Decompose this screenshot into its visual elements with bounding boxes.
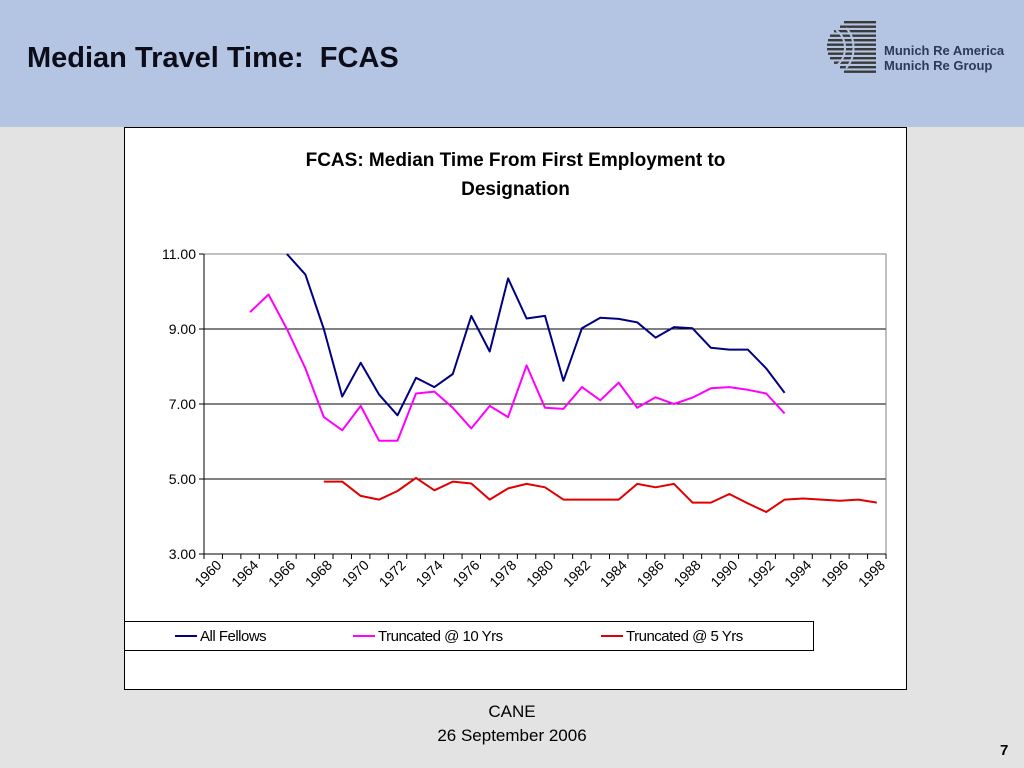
page-number: 7: [1000, 742, 1009, 759]
x-tick-label: 1996: [818, 557, 851, 590]
legend-item-all-fellows: All Fellows: [175, 622, 267, 650]
x-tick-label: 1978: [486, 557, 519, 590]
footer-line-2: 26 September 2006: [437, 726, 587, 745]
x-tick-label: 1964: [228, 557, 261, 590]
x-tick-label: 1982: [560, 557, 593, 590]
series-line-truncated-5-yrs: [323, 476, 877, 513]
chart-title: FCAS: Median Time From First Employment …: [125, 146, 906, 204]
x-tick-label: 1984: [597, 557, 630, 590]
y-tick-label: 7.00: [169, 396, 196, 412]
legend-label-truncated-5: Truncated @ 5 Yrs: [626, 627, 743, 645]
slide-header: Median Travel Time: FCAS Munich Re Ameri…: [0, 0, 1024, 127]
munich-re-logo: Munich Re America Munich Re Group: [826, 20, 1016, 76]
logo-wordmark: Munich Re America Munich Re Group: [884, 43, 1004, 73]
x-tick-label: 1986: [634, 557, 667, 590]
footer-line-1: CANE: [488, 702, 536, 721]
x-tick-label: 1972: [376, 557, 409, 590]
legend-label-truncated-10: Truncated @ 10 Yrs: [378, 627, 503, 645]
x-tick-label: 1970: [339, 557, 372, 590]
legend-swatch-all-fellows: [175, 635, 197, 637]
chart-title-line-2: Designation: [461, 179, 570, 200]
x-tick-label: 1994: [781, 557, 814, 590]
series-line-all-fellows: [286, 253, 786, 417]
legend-item-truncated-10: Truncated @ 10 Yrs: [353, 622, 503, 650]
y-tick-label: 5.00: [169, 471, 196, 487]
chart-title-line-1: FCAS: Median Time From First Employment …: [305, 150, 726, 171]
x-tick-label: 1974: [412, 557, 445, 590]
chart-frame: FCAS: Median Time From First Employment …: [124, 127, 907, 690]
x-tick-label: 1960: [191, 557, 224, 590]
munich-re-globe-icon: [827, 21, 876, 73]
x-tick-label: 1968: [302, 557, 335, 590]
legend-label-all-fellows: All Fellows: [200, 627, 267, 645]
slide-title: Median Travel Time: FCAS: [27, 42, 399, 74]
chart-legend: All Fellows Truncated @ 10 Yrs Truncated…: [124, 621, 814, 651]
x-tick-label: 1988: [670, 557, 703, 590]
logo-line-2: Munich Re Group: [884, 58, 993, 73]
logo-line-1: Munich Re America: [884, 43, 1005, 58]
y-tick-label: 9.00: [169, 321, 196, 337]
x-tick-label: 1980: [523, 557, 556, 590]
x-tick-label: 1966: [265, 557, 298, 590]
legend-swatch-truncated-10: [353, 635, 375, 637]
x-tick-label: 1976: [449, 557, 482, 590]
x-tick-label: 1992: [744, 557, 777, 590]
legend-item-truncated-5: Truncated @ 5 Yrs: [601, 622, 743, 650]
x-tick-label: 1990: [707, 557, 740, 590]
y-tick-label: 11.00: [162, 246, 196, 262]
slide-footer: CANE 26 September 2006: [0, 700, 1024, 748]
series-line-truncated-10-yrs: [249, 293, 786, 442]
x-tick-label: 1998: [855, 557, 888, 590]
y-tick-label: 3.00: [169, 546, 196, 562]
legend-swatch-truncated-5: [601, 635, 623, 637]
